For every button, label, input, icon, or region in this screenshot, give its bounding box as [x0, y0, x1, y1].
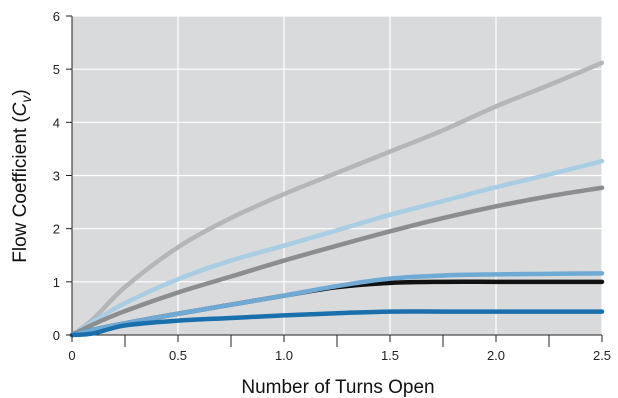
y-axis-title-symbol: C: [10, 102, 31, 116]
x-tick-label: 2.0: [487, 348, 505, 363]
x-tick-label: 0.5: [169, 348, 187, 363]
y-tick-label: 0: [53, 328, 60, 343]
x-axis-title: Number of Turns Open: [241, 377, 434, 398]
y-axis-title-subscript: v: [18, 95, 34, 103]
x-tick-label: 2.5: [593, 348, 611, 363]
series-line-2: [69, 158, 605, 338]
y-tick-label: 5: [53, 62, 60, 77]
y-tick-label: 6: [53, 9, 60, 24]
y-tick-label: 3: [53, 169, 60, 184]
y-tick-label: 1: [53, 275, 60, 290]
x-tick-label: 1.5: [381, 348, 399, 363]
y-axis-title: Flow Coefficient (Cv): [10, 89, 34, 263]
y-axis-title-close: ): [10, 89, 31, 95]
y-axis-title-main: Flow Coefficient (: [10, 116, 31, 263]
series-line-6: [69, 309, 605, 338]
y-tick-label: 4: [53, 115, 60, 130]
series-line-1: [69, 60, 605, 338]
x-tick-label: 0: [68, 348, 75, 363]
y-tick-label: 2: [53, 222, 60, 237]
x-tick-label: 1.0: [275, 348, 293, 363]
series-line-3: [69, 185, 605, 338]
